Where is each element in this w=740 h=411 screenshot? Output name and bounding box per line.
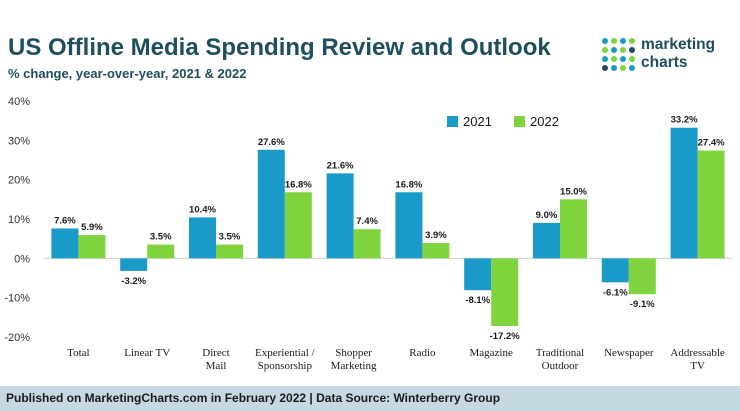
y-tick-label: 10% (8, 214, 30, 226)
bar-2021 (464, 258, 492, 291)
data-label: 27.6% (258, 137, 285, 148)
logo-dot (629, 56, 635, 62)
category-label: Radio (409, 347, 436, 359)
legend-label-2021: 2021 (463, 114, 492, 129)
logo-text: marketing charts (641, 36, 715, 72)
y-tick-label: 0% (14, 253, 30, 265)
legend-label-2022: 2022 (530, 114, 559, 129)
bar-2022 (491, 258, 519, 326)
category-label: Mail (206, 360, 227, 372)
data-label: -6.1% (603, 287, 628, 298)
bar-2021 (395, 192, 423, 259)
bar-2022 (284, 192, 312, 259)
logo-dots-icon (602, 38, 635, 71)
logo-dot (611, 47, 617, 53)
bar-2022 (353, 229, 381, 259)
category-label: Linear TV (124, 347, 170, 359)
bar-2021 (257, 149, 285, 259)
category-label: TV (690, 360, 705, 372)
bar-2022 (560, 199, 587, 259)
data-label: 3.5% (150, 232, 172, 243)
bar-2021 (326, 173, 354, 259)
y-tick-label: -10% (4, 293, 30, 305)
chart-subtitle: % change, year-over-year, 2021 & 2022 (8, 66, 247, 81)
top-rule (0, 0, 740, 3)
data-label: -17.2% (490, 331, 521, 342)
logo-dot (602, 56, 608, 62)
category-label: Traditional (536, 347, 585, 359)
logo-dot (602, 38, 608, 44)
logo-dot (611, 56, 617, 62)
data-label: 27.4% (698, 138, 725, 149)
category-label: Newspaper (604, 347, 654, 359)
category-label: Sponsorship (258, 360, 313, 372)
data-label: 5.9% (81, 222, 103, 233)
bar-chart: 40% 30% 20% 10% 0% -10% -20% 7.6% 5.9% Total -3.2%… (4, 96, 732, 372)
logo-dot (629, 65, 635, 71)
category-label: Addressable (670, 347, 724, 359)
logo-dot (602, 65, 608, 71)
category-label: Shopper (335, 347, 372, 359)
category-label: Direct (202, 347, 229, 359)
bar-2021 (51, 228, 79, 259)
category-label: Outdoor (542, 360, 579, 372)
y-tick-label: 20% (8, 175, 30, 187)
bar-2022 (147, 244, 175, 259)
data-label: 10.4% (189, 204, 216, 215)
category-label: Magazine (470, 347, 513, 359)
footer-source: Published on MarketingCharts.com in Febr… (6, 391, 501, 405)
category-label: Marketing (331, 360, 377, 372)
data-label: -3.2% (121, 276, 146, 287)
data-label: 3.5% (219, 232, 241, 243)
logo-dot (602, 47, 608, 53)
bar-2021 (601, 258, 629, 283)
logo-dot (611, 65, 617, 71)
data-label: 21.6% (327, 160, 354, 171)
bar-2021 (120, 258, 148, 271)
chart-title: US Offline Media Spending Review and Out… (8, 34, 551, 61)
logo-dot (611, 38, 617, 44)
data-label: 33.2% (671, 115, 698, 126)
bar-2022 (216, 244, 243, 259)
data-label: 9.0% (536, 210, 558, 221)
data-label: 3.9% (425, 230, 447, 241)
logo-line2: charts (641, 54, 688, 71)
bar-2021 (533, 222, 560, 259)
data-label: 16.8% (395, 179, 422, 190)
y-tick-label: 40% (8, 96, 30, 108)
logo-dot (629, 38, 635, 44)
bar-2022 (78, 235, 106, 259)
logo-dot (620, 38, 626, 44)
data-label: -8.1% (465, 295, 490, 306)
bar-2021 (189, 217, 216, 259)
logo-dot (620, 65, 626, 71)
data-label: 16.8% (285, 179, 312, 190)
data-label: 15.0% (560, 186, 587, 197)
legend-swatch-2021 (447, 116, 458, 127)
bar-2022 (628, 258, 656, 295)
data-label: 7.6% (54, 215, 76, 226)
legend-swatch-2022 (514, 116, 525, 127)
footer-bar: Published on MarketingCharts.com in Febr… (0, 386, 740, 411)
y-tick-label: -20% (4, 332, 30, 344)
logo-dot (620, 56, 626, 62)
bar-2022 (697, 150, 725, 259)
bar-2021 (670, 127, 698, 259)
data-label: 7.4% (356, 216, 378, 227)
marketingcharts-logo: marketing charts (600, 36, 730, 76)
category-label: Total (67, 347, 89, 359)
logo-dot (620, 47, 626, 53)
category-label: Experiential / (255, 347, 316, 359)
bar-2022 (422, 242, 450, 259)
data-label: -9.1% (630, 299, 655, 310)
y-tick-label: 30% (8, 135, 30, 147)
logo-line1: marketing (641, 36, 716, 53)
logo-dot (629, 47, 635, 53)
